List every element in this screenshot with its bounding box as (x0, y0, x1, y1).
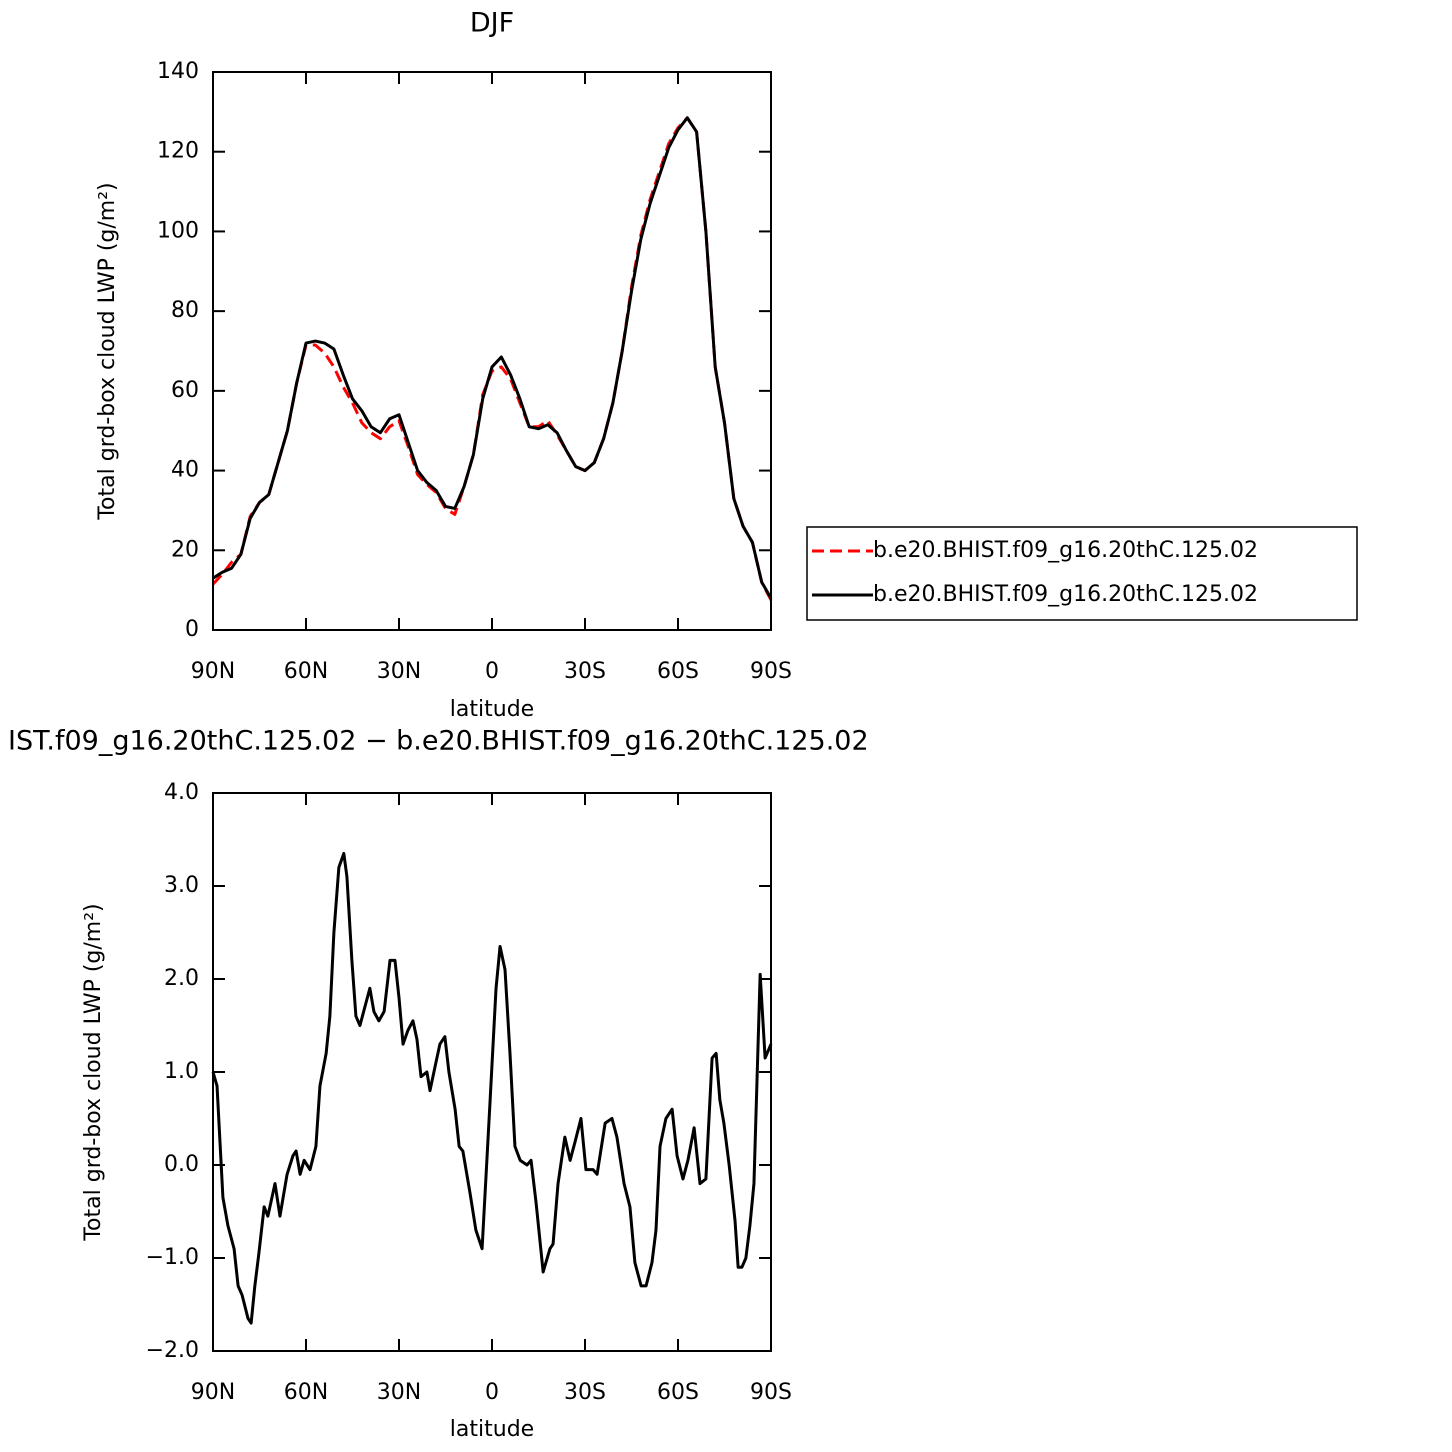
x-tick-label: 30N (377, 1380, 421, 1405)
x-tick-label: 30S (564, 659, 606, 684)
x-tick-label: 60N (284, 659, 328, 684)
y-axis-label: Total grd-box cloud LWP (g/m²) (95, 182, 120, 520)
x-axis-label: latitude (450, 1417, 534, 1442)
data-line (212, 116, 773, 599)
x-tick-label: 30N (377, 659, 421, 684)
x-tick-label: 30S (564, 1380, 606, 1405)
y-tick-label: 4.0 (164, 780, 199, 805)
y-tick-label: 140 (157, 59, 199, 84)
y-tick-label: 3.0 (164, 873, 199, 898)
y-tick-label: 100 (157, 218, 199, 243)
x-tick-label: 90N (191, 659, 235, 684)
x-tick-label: 90N (191, 1380, 235, 1405)
x-tick-label: 0 (485, 1380, 499, 1405)
chart-title: DJF (470, 8, 514, 39)
y-axis-label: Total grd-box cloud LWP (g/m²) (81, 903, 106, 1241)
y-tick-label: 0 (185, 617, 199, 642)
y-tick-label: 1.0 (164, 1059, 199, 1084)
legend-box (806, 526, 1358, 621)
chart-title: IST.f09_g16.20thC.125.02 − b.e20.BHIST.f… (8, 726, 869, 757)
x-tick-label: 60S (657, 659, 699, 684)
legend-label: b.e20.BHIST.f09_g16.20thC.125.02 (873, 582, 1258, 607)
data-line (211, 851, 773, 1325)
y-tick-label: 80 (171, 298, 199, 323)
x-axis-label: latitude (450, 697, 534, 722)
legend-label: b.e20.BHIST.f09_g16.20thC.125.02 (873, 538, 1258, 563)
data-line (211, 116, 773, 601)
y-tick-label: −1.0 (146, 1245, 199, 1270)
plot-frame (212, 792, 772, 1352)
y-tick-label: 120 (157, 139, 199, 164)
x-tick-label: 0 (485, 659, 499, 684)
y-tick-label: 2.0 (164, 966, 199, 991)
x-tick-label: 60N (284, 1380, 328, 1405)
y-tick-label: 60 (171, 378, 199, 403)
x-tick-label: 90S (750, 1380, 792, 1405)
y-tick-label: 40 (171, 458, 199, 483)
x-tick-label: 60S (657, 1380, 699, 1405)
plot-frame (212, 71, 772, 631)
y-tick-label: −2.0 (146, 1338, 199, 1363)
y-tick-label: 20 (171, 537, 199, 562)
x-tick-label: 90S (750, 659, 792, 684)
y-tick-label: 0.0 (164, 1152, 199, 1177)
